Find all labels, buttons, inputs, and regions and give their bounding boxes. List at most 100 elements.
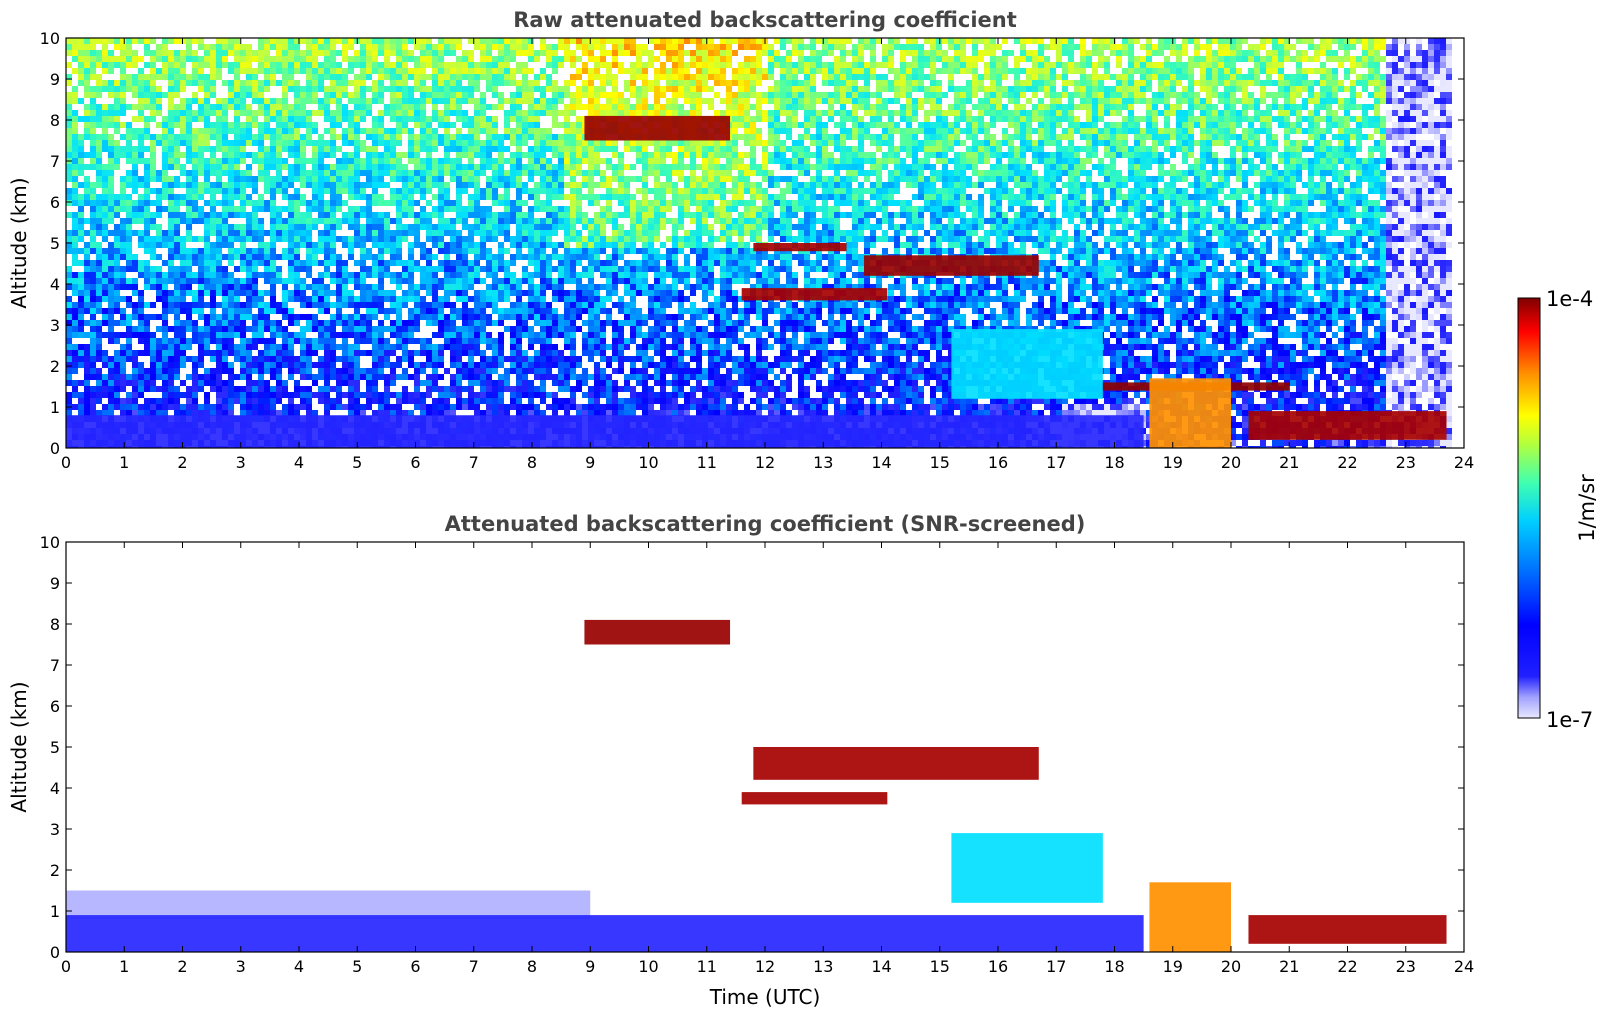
noise-cell <box>1062 152 1068 158</box>
noise-cell <box>972 44 978 50</box>
noise-cell <box>216 146 222 152</box>
noise-cell <box>108 170 114 176</box>
noise-cell <box>228 170 234 176</box>
noise-cell <box>900 80 906 86</box>
noise-cell <box>498 62 504 68</box>
noise-cell <box>912 98 918 104</box>
noise-cell <box>204 140 210 146</box>
noise-cell <box>480 50 486 56</box>
noise-cell <box>900 110 906 116</box>
noise-cell <box>312 110 318 116</box>
noise-cell <box>1368 152 1374 158</box>
noise-cell <box>1020 128 1026 134</box>
noise-cell <box>990 140 996 146</box>
noise-cell <box>402 122 408 128</box>
noise-cell <box>402 176 408 182</box>
noise-cell <box>1260 146 1266 152</box>
noise-cell <box>492 74 498 80</box>
noise-cell <box>330 86 336 92</box>
noise-cell <box>828 80 834 86</box>
noise-cell <box>486 80 492 86</box>
noise-cell <box>426 170 432 176</box>
noise-cell <box>924 86 930 92</box>
noise-cell <box>1308 128 1314 134</box>
noise-cell <box>210 44 216 50</box>
noise-cell <box>702 140 708 146</box>
noise-cell <box>1230 50 1236 56</box>
noise-cell <box>204 134 210 140</box>
noise-cell <box>372 68 378 74</box>
noise-cell <box>1170 86 1176 92</box>
noise-cell <box>810 140 816 146</box>
noise-cell <box>192 56 198 62</box>
noise-cell <box>474 116 480 122</box>
noise-cell <box>336 134 342 140</box>
noise-cell <box>414 170 420 176</box>
noise-cell <box>1434 182 1440 188</box>
noise-cell <box>276 188 282 194</box>
noise-cell <box>1218 44 1224 50</box>
noise-cell <box>1350 56 1356 62</box>
noise-cell <box>624 146 630 152</box>
noise-cell <box>1224 110 1230 116</box>
noise-cell <box>78 146 84 152</box>
noise-cell <box>168 188 174 194</box>
noise-cell <box>186 170 192 176</box>
noise-cell <box>1398 56 1404 62</box>
noise-cell <box>1140 176 1146 182</box>
noise-cell <box>132 38 138 44</box>
noise-cell <box>156 110 162 116</box>
noise-cell <box>1134 86 1140 92</box>
noise-cell <box>1110 152 1116 158</box>
noise-cell <box>594 158 600 164</box>
noise-cell <box>144 182 150 188</box>
noise-cell <box>462 170 468 176</box>
noise-cell <box>1284 164 1290 170</box>
noise-cell <box>624 86 630 92</box>
noise-cell <box>144 50 150 56</box>
noise-cell <box>120 80 126 86</box>
noise-cell <box>414 74 420 80</box>
noise-cell <box>276 176 282 182</box>
noise-cell <box>1416 44 1422 50</box>
noise-cell <box>174 158 180 164</box>
noise-cell <box>780 110 786 116</box>
noise-cell <box>330 38 336 44</box>
noise-cell <box>198 86 204 92</box>
noise-cell <box>114 44 120 50</box>
noise-cell <box>1398 164 1404 170</box>
noise-cell <box>684 62 690 68</box>
noise-cell <box>1392 134 1398 140</box>
noise-cell <box>930 50 936 56</box>
noise-cell <box>1086 146 1092 152</box>
noise-cell <box>1290 188 1296 194</box>
noise-cell <box>690 146 696 152</box>
noise-cell <box>1020 146 1026 152</box>
noise-cell <box>1134 164 1140 170</box>
noise-cell <box>1416 92 1422 98</box>
noise-cell <box>588 194 594 200</box>
noise-cell <box>1056 170 1062 176</box>
noise-cell <box>516 80 522 86</box>
noise-cell <box>774 140 780 146</box>
noise-cell <box>174 104 180 110</box>
noise-cell <box>534 56 540 62</box>
noise-cell <box>474 146 480 152</box>
noise-cell <box>1428 92 1434 98</box>
noise-cell <box>1164 128 1170 134</box>
noise-cell <box>714 176 720 182</box>
noise-cell <box>942 176 948 182</box>
noise-cell <box>270 80 276 86</box>
noise-cell <box>1374 140 1380 146</box>
noise-cell <box>1230 92 1236 98</box>
noise-cell <box>282 164 288 170</box>
noise-cell <box>822 38 828 44</box>
noise-cell <box>306 74 312 80</box>
noise-cell <box>570 134 576 140</box>
noise-cell <box>906 50 912 56</box>
noise-cell <box>882 182 888 188</box>
noise-cell <box>240 158 246 164</box>
noise-cell <box>738 110 744 116</box>
noise-cell <box>366 182 372 188</box>
noise-cell <box>1038 116 1044 122</box>
